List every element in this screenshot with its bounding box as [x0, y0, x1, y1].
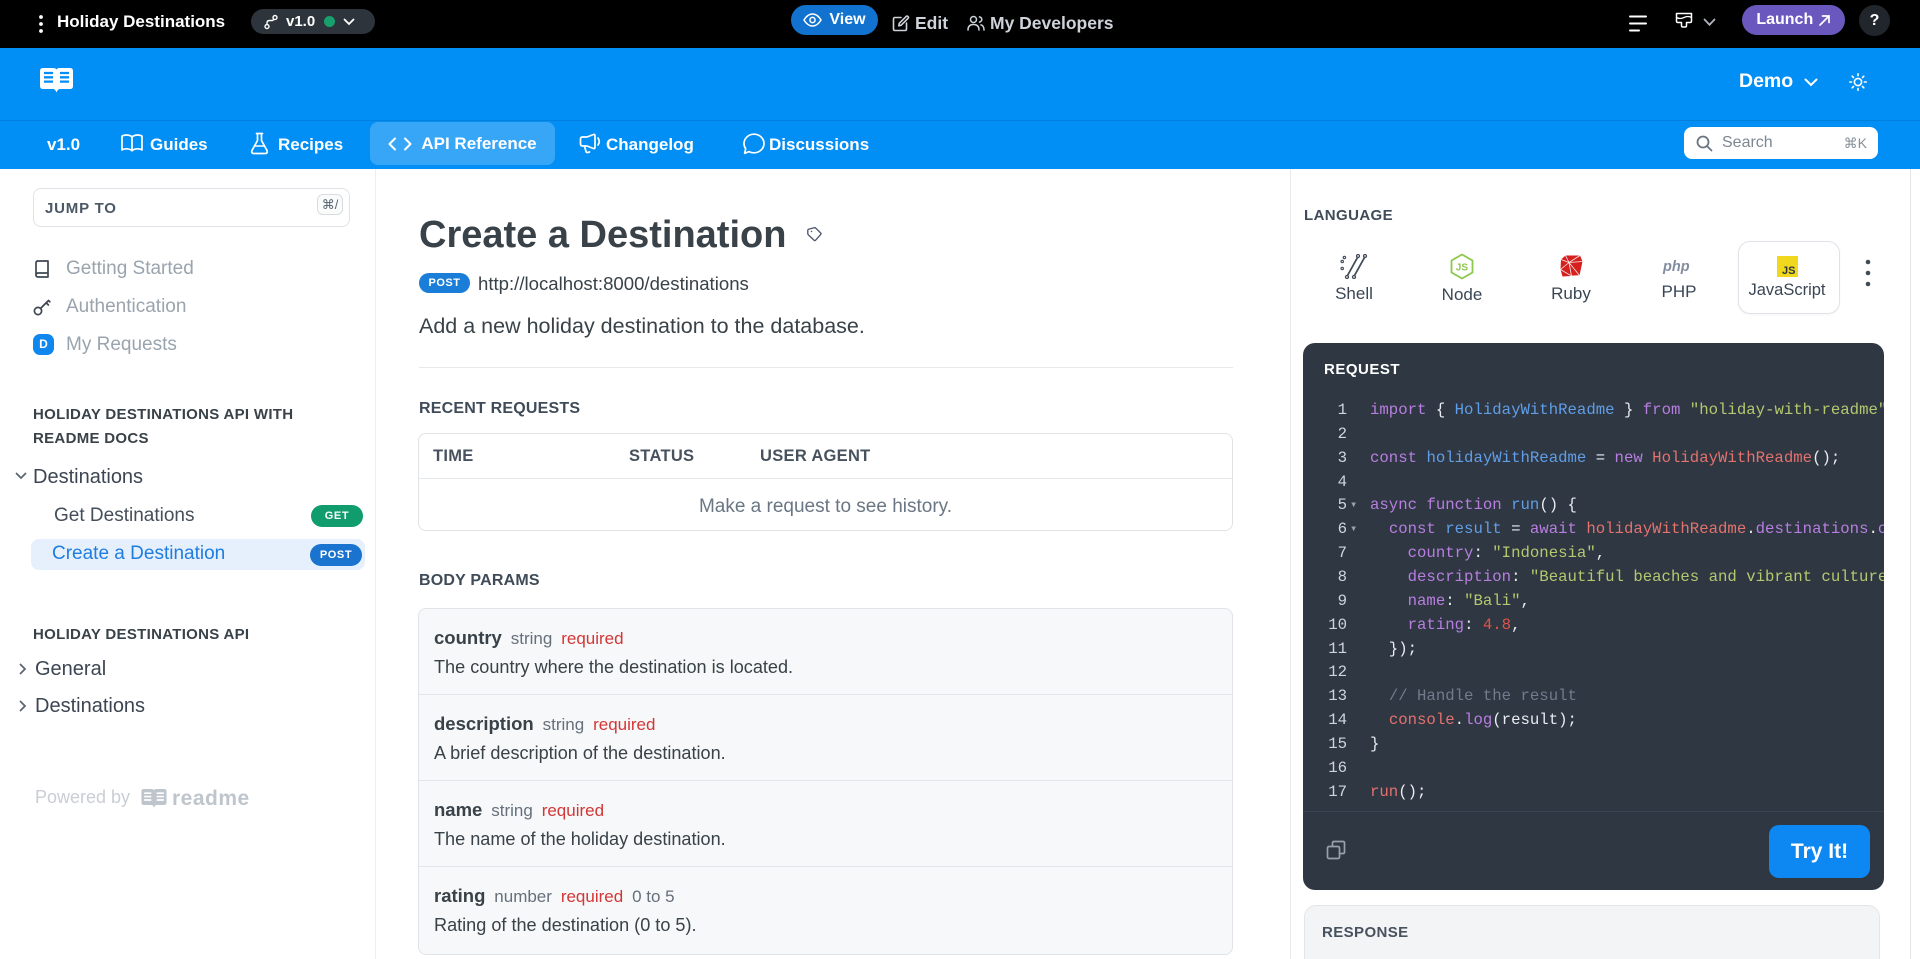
- svg-text:php: php: [1662, 259, 1690, 275]
- svg-text:JS: JS: [1456, 263, 1469, 274]
